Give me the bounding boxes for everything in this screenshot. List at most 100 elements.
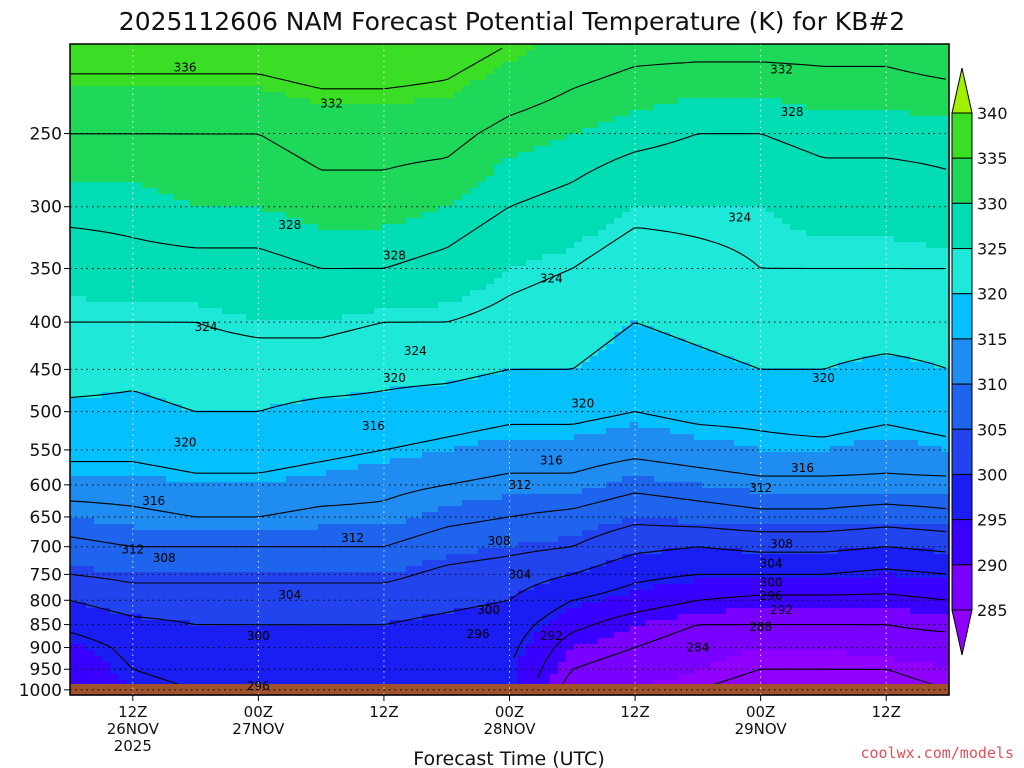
heatmap-cell <box>406 170 415 177</box>
heatmap-cell <box>86 152 95 159</box>
heatmap-cell <box>190 56 199 63</box>
heatmap-cell <box>94 566 103 573</box>
heatmap-cell <box>134 566 143 573</box>
heatmap-cell <box>158 596 167 603</box>
heatmap-cell <box>318 398 327 405</box>
heatmap-cell <box>126 254 135 261</box>
heatmap-cell <box>206 50 215 57</box>
heatmap-cell <box>126 230 135 237</box>
heatmap-cell <box>142 62 151 69</box>
heatmap-cell <box>246 368 255 375</box>
heatmap-cell <box>422 656 431 663</box>
heatmap-cell <box>374 656 383 663</box>
heatmap-cell <box>398 464 407 471</box>
heatmap-cell <box>222 332 231 339</box>
heatmap-cell <box>238 242 247 249</box>
heatmap-cell <box>86 494 95 501</box>
heatmap-cell <box>246 548 255 555</box>
heatmap-cell <box>190 530 199 537</box>
heatmap-cell <box>342 416 351 423</box>
heatmap-cell <box>158 164 167 171</box>
heatmap-cell <box>174 182 183 189</box>
heatmap-cell <box>398 488 407 495</box>
heatmap-cell <box>294 542 303 549</box>
heatmap-cell <box>206 542 215 549</box>
heatmap-cell <box>110 302 119 309</box>
heatmap-cell <box>350 152 359 159</box>
heatmap-cell <box>374 536 383 543</box>
heatmap-cell <box>358 638 367 645</box>
heatmap-cell <box>70 644 79 651</box>
heatmap-cell <box>206 638 215 645</box>
heatmap-cell <box>70 134 79 141</box>
heatmap-cell <box>334 644 343 651</box>
heatmap-cell <box>366 212 375 219</box>
heatmap-cell <box>326 362 335 369</box>
heatmap-cell <box>214 224 223 231</box>
heatmap-cell <box>406 320 415 327</box>
heatmap-cell <box>358 266 367 273</box>
heatmap-cell <box>166 506 175 513</box>
heatmap-cell <box>142 626 151 633</box>
heatmap-cell <box>366 362 375 369</box>
heatmap-cell <box>334 446 343 453</box>
heatmap-cell <box>334 578 343 585</box>
heatmap-cell <box>390 542 399 549</box>
heatmap-cell <box>430 278 439 285</box>
heatmap-cell <box>102 134 111 141</box>
heatmap-cell <box>222 74 231 81</box>
heatmap-cell <box>310 50 319 57</box>
heatmap-cell <box>326 80 335 87</box>
heatmap-cell <box>198 398 207 405</box>
heatmap-cell <box>310 656 319 663</box>
heatmap-cell <box>166 434 175 441</box>
heatmap-cell <box>334 656 343 663</box>
heatmap-cell <box>342 458 351 465</box>
heatmap-cell <box>398 530 407 537</box>
heatmap-cell <box>430 374 439 381</box>
heatmap-cell <box>358 626 367 633</box>
heatmap-cell <box>422 50 431 57</box>
heatmap-cell <box>230 572 239 579</box>
heatmap-cell <box>230 524 239 531</box>
heatmap-cell <box>278 542 287 549</box>
heatmap-cell <box>302 332 311 339</box>
heatmap-cell <box>86 74 95 81</box>
heatmap-cell <box>414 290 423 297</box>
heatmap-cell <box>174 650 183 657</box>
heatmap-cell <box>254 428 263 435</box>
heatmap-cell <box>206 602 215 609</box>
heatmap-cell <box>246 680 255 687</box>
heatmap-cell <box>398 284 407 291</box>
heatmap-cell <box>214 80 223 87</box>
heatmap-cell <box>86 260 95 267</box>
heatmap-cell <box>110 182 119 189</box>
heatmap-cell <box>326 620 335 627</box>
heatmap-cell <box>246 596 255 603</box>
heatmap-cell <box>150 344 159 351</box>
heatmap-cell <box>118 182 127 189</box>
heatmap-cell <box>134 218 143 225</box>
heatmap-cell <box>310 296 319 303</box>
heatmap-cell <box>382 638 391 645</box>
heatmap-cell <box>70 494 79 501</box>
heatmap-cell <box>102 674 111 681</box>
heatmap-cell <box>78 224 87 231</box>
heatmap-cell <box>398 110 407 117</box>
heatmap-cell <box>326 536 335 543</box>
heatmap-cell <box>238 212 247 219</box>
heatmap-cell <box>118 374 127 381</box>
heatmap-cell <box>150 536 159 543</box>
heatmap-cell <box>278 494 287 501</box>
heatmap-cell <box>214 614 223 621</box>
heatmap-cell <box>238 224 247 231</box>
heatmap-cell <box>318 332 327 339</box>
heatmap-cell <box>150 200 159 207</box>
heatmap-cell <box>334 362 343 369</box>
heatmap-cell <box>158 92 167 99</box>
heatmap-cell <box>158 326 167 333</box>
heatmap-cell <box>294 608 303 615</box>
heatmap-cell <box>78 200 87 207</box>
heatmap-cell <box>310 512 319 519</box>
heatmap-cell <box>222 374 231 381</box>
